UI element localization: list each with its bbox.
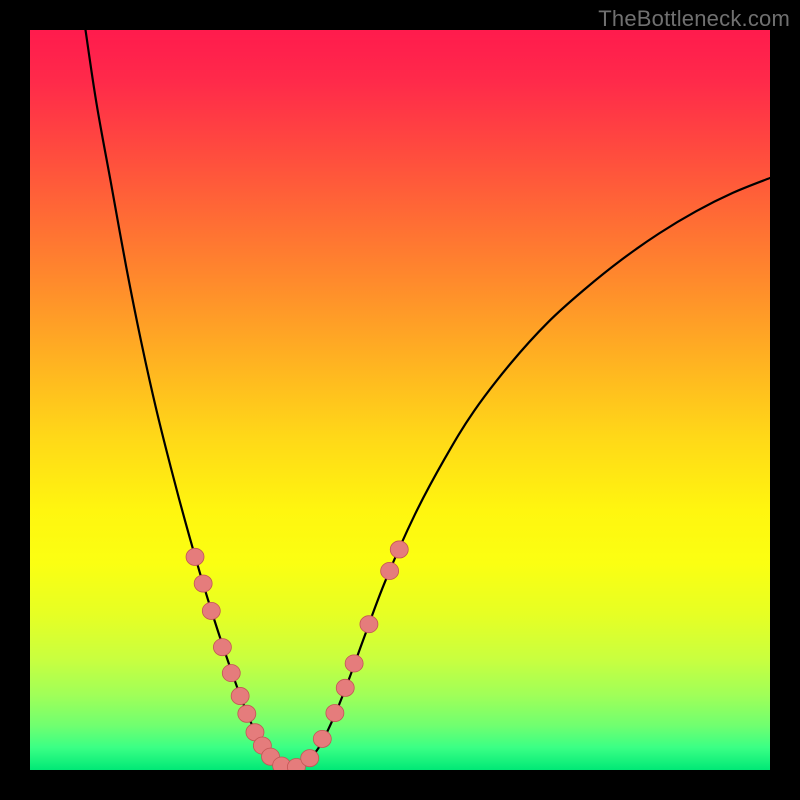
watermark-text: TheBottleneck.com — [598, 6, 790, 32]
plot-area — [30, 30, 770, 770]
gradient-background — [30, 30, 770, 770]
chart-container: TheBottleneck.com — [0, 0, 800, 800]
